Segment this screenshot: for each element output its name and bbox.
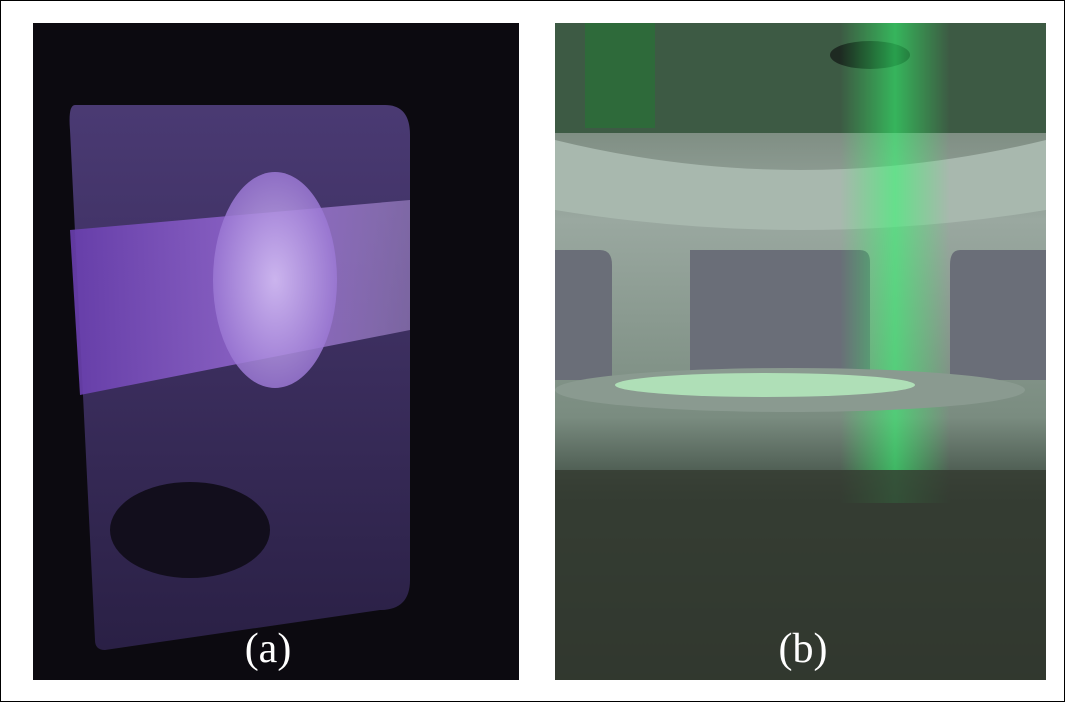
photo-a: (a) <box>33 23 519 680</box>
panel-label: (b) <box>779 626 828 672</box>
photo-b: (b) <box>555 23 1046 680</box>
panel-label: (a) <box>245 626 292 672</box>
figure: (a) (b) <box>0 0 1065 702</box>
